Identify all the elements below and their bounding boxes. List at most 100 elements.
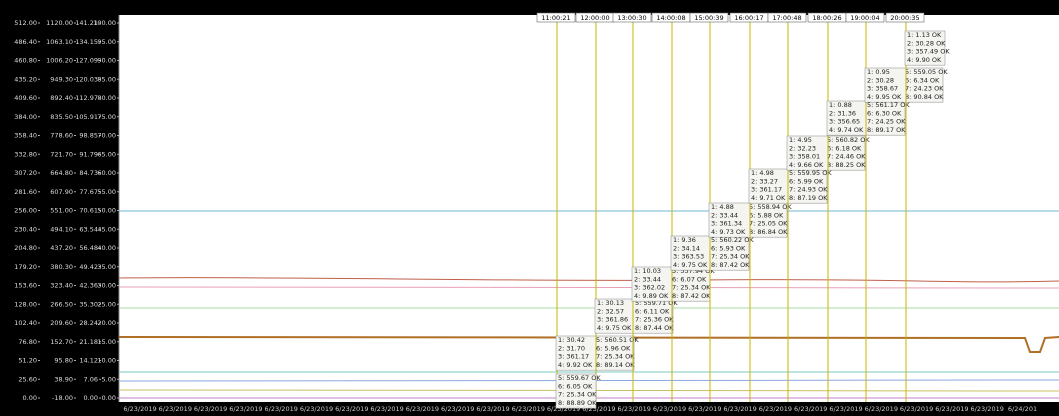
axis-tick-label: 56.48 [79,244,98,252]
x-tick-label: 6/23/2019 [547,405,580,413]
axis-tick-label: 141.21 [75,19,98,27]
axis-tick-label: 664.80 [50,169,73,177]
readout-value: 3: 356.65 [829,118,860,126]
readout-value: 4: 9.89 OK [634,292,669,300]
axis-tick-label: 949.30 [50,75,73,83]
readout-value: 7: 25.05 OK [749,220,788,228]
readout-value: 3: 361.17 [751,186,782,194]
readout-value: 8: 87.19 OK [789,194,828,202]
readout-value: 6: 5.88 OK [749,211,784,219]
x-tick-label: 6/23/2019 [335,405,368,413]
readout-value: 5: 557.94 OK [672,267,715,275]
axis-tick-label: 76.80 [18,338,37,346]
x-tick-label: 6/23/2019 [688,405,721,413]
readout-value: 8: 88.25 OK [827,161,866,169]
axis-tick-label: 1006.20 [46,57,73,65]
axis-tick-label: 209.60 [50,319,73,327]
readout-value: 3: 357.49 OK [907,48,950,56]
readout-value: 8: 88.89 OK [558,399,597,407]
axis-tick-label: 0.00 [102,394,116,402]
x-tick-label: 6/23/2019 [406,405,439,413]
cursor-time: 13:00:30 [617,14,646,22]
readout-value: 2: 30.28 [867,76,894,84]
axis-tick-label: 835.50 [50,113,73,121]
readout-value: 8: 87.44 OK [635,324,674,332]
axis-tick-label: 7.06 [84,375,98,383]
readout-value: 5: 559.67 OK [558,374,601,382]
readout-box [904,30,946,66]
axis-tick-label: 256.00 [14,207,37,215]
axis-tick-label: 153.60 [14,282,37,290]
cursor-time-box [845,12,885,23]
readout-value: 5: 560.51 OK [596,336,639,344]
axis-tick-label: 512.00 [14,19,37,27]
readout-value: 2: 31.36 [829,109,856,117]
x-tick-label: 6/23/2019 [723,405,756,413]
axis-tick-label: 112.97 [75,94,98,102]
readout-box [555,373,597,409]
readout-value: 1: 4.88 [711,203,734,211]
axis-tick-label: 5.00 [102,375,116,383]
x-tick-label: 6/23/2019 [229,405,262,413]
x-tick-label: 6/23/2019 [370,405,403,413]
x-tick-label: 6/23/2019 [618,405,651,413]
readout-value: 7: 24.93 OK [789,186,828,194]
axis-tick-label: 1120.00 [46,19,73,27]
cursor-time: 17:00:48 [772,14,801,22]
axis-tick-label: 323.40 [50,282,73,290]
x-tick-label: 6/24/201 [1008,405,1037,413]
cursor-time-box [689,12,729,23]
cursor-time: 16:00:17 [734,14,763,22]
axis-tick-label: 892.40 [50,94,73,102]
cursor-time: 11:00:21 [541,14,570,22]
trace [118,286,1059,289]
readout-box [594,298,674,334]
axis-tick-label: 85.00 [97,75,116,83]
readout-value: 1: 4.95 [789,136,812,144]
cursor-time: 19:00:04 [850,14,879,22]
readout-value: 3: 362.02 [634,284,665,292]
axis-tick-label: 380.30 [50,263,73,271]
readout-value: 1: 10.03 [634,267,661,275]
readout-value: 5: 558.94 OK [749,203,792,211]
readout-value: 6: 6.30 OK [867,109,902,117]
readout-value: 1: 0.95 [867,68,890,76]
axis-tick-label: 152.70 [50,338,73,346]
readout-value: 4: 9.75 OK [673,261,708,269]
axis-tick-label: 0.00 [23,394,37,402]
axis-tick-label: 95.00 [97,38,116,46]
readout-value: 2: 30.28 OK [907,39,946,47]
readout-value: 7: 25.34 OK [711,253,750,261]
readout-value: 5: 559.05 OK [905,68,948,76]
readout-value: 6: 5.93 OK [711,244,746,252]
cursor-time-box [536,12,576,23]
readout-value: 2: 33.27 [751,177,778,185]
readout-value: 1: 30.13 [597,299,624,307]
cursor-time: 15:00:39 [694,14,723,22]
axis-tick-label: 20.00 [97,319,116,327]
x-tick-label: 6/23/2019 [653,405,686,413]
readout-value: 1: 1.13 OK [907,31,942,39]
x-tick-label: 6/23/2019 [300,405,333,413]
axis-tick-label: 358.40 [14,132,37,140]
axis-tick-label: 35.30 [79,300,98,308]
x-tick-label: 6/23/2019 [123,405,156,413]
readout-value: 4: 9.90 OK [907,56,942,64]
x-tick-label: 6/23/2019 [194,405,227,413]
readout-value: 1: 4.98 [751,169,774,177]
x-tick-label: 6/23/2019 [935,405,968,413]
readout-box [631,266,711,302]
readout-value: 3: 358.67 [867,85,898,93]
readout-value: 4: 9.92 OK [558,361,593,369]
axis-tick-label: 63.54 [79,225,98,233]
readout-value: 2: 31.70 [558,344,585,352]
readout-value: 6: 6.11 OK [635,307,670,315]
readout-value: 2: 33.44 [634,275,661,283]
readout-value: 6: 6.34 OK [905,76,940,84]
readout-value: 7: 24.23 OK [905,85,944,93]
readout-value: 5: 560.82 OK [827,136,870,144]
axis-tick-label: 607.90 [50,188,73,196]
axis-tick-label: 1063.10 [46,38,73,46]
axis-tick-label: 105.91 [75,113,98,121]
